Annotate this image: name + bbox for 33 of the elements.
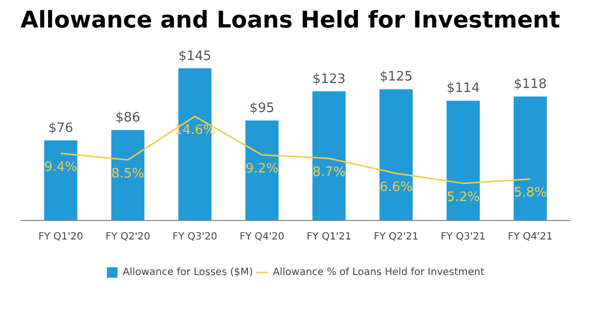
data-label: $76	[48, 120, 74, 136]
x-tick-label: FY Q3'20	[172, 231, 218, 242]
data-label: $125	[380, 70, 413, 85]
bar	[245, 120, 279, 221]
x-tick-label: FY Q2'20	[105, 231, 150, 242]
bar	[446, 100, 480, 221]
x-tick-label: FY Q4'20	[240, 231, 284, 242]
data-label: 5.8%	[514, 186, 547, 201]
data-label: $86	[115, 110, 140, 126]
bar	[380, 89, 413, 221]
bar	[44, 140, 78, 221]
data-label: $118	[514, 77, 547, 92]
x-tick-label: FY Q4'21	[508, 231, 553, 242]
data-label: $145	[178, 48, 212, 64]
data-label: 5.2%	[446, 190, 480, 205]
data-label: 8.5%	[111, 166, 144, 182]
bar	[111, 130, 144, 221]
chart-title: Allowance and Loans Held for Investment	[20, 8, 560, 34]
data-label: 8.7%	[312, 164, 346, 180]
x-tick-label: FY Q1'20	[38, 231, 84, 242]
data-label: $95	[250, 101, 274, 116]
data-label: 9.2%	[245, 161, 278, 176]
x-tick-label: FY Q1'21	[306, 231, 352, 242]
data-label: $123	[312, 72, 346, 87]
bar	[514, 96, 547, 221]
legend-label: Allowance for Losses ($M)	[122, 266, 253, 278]
data-label: 6.6%	[380, 180, 413, 195]
legend-label: Allowance % of Loans Held for Investment	[272, 266, 484, 278]
data-label: $114	[446, 81, 480, 96]
bar	[312, 91, 346, 221]
x-tick-label: FY Q2'21	[374, 231, 418, 242]
x-tick-label: FY Q3'21	[440, 231, 486, 242]
data-label: 9.4%	[44, 160, 78, 175]
